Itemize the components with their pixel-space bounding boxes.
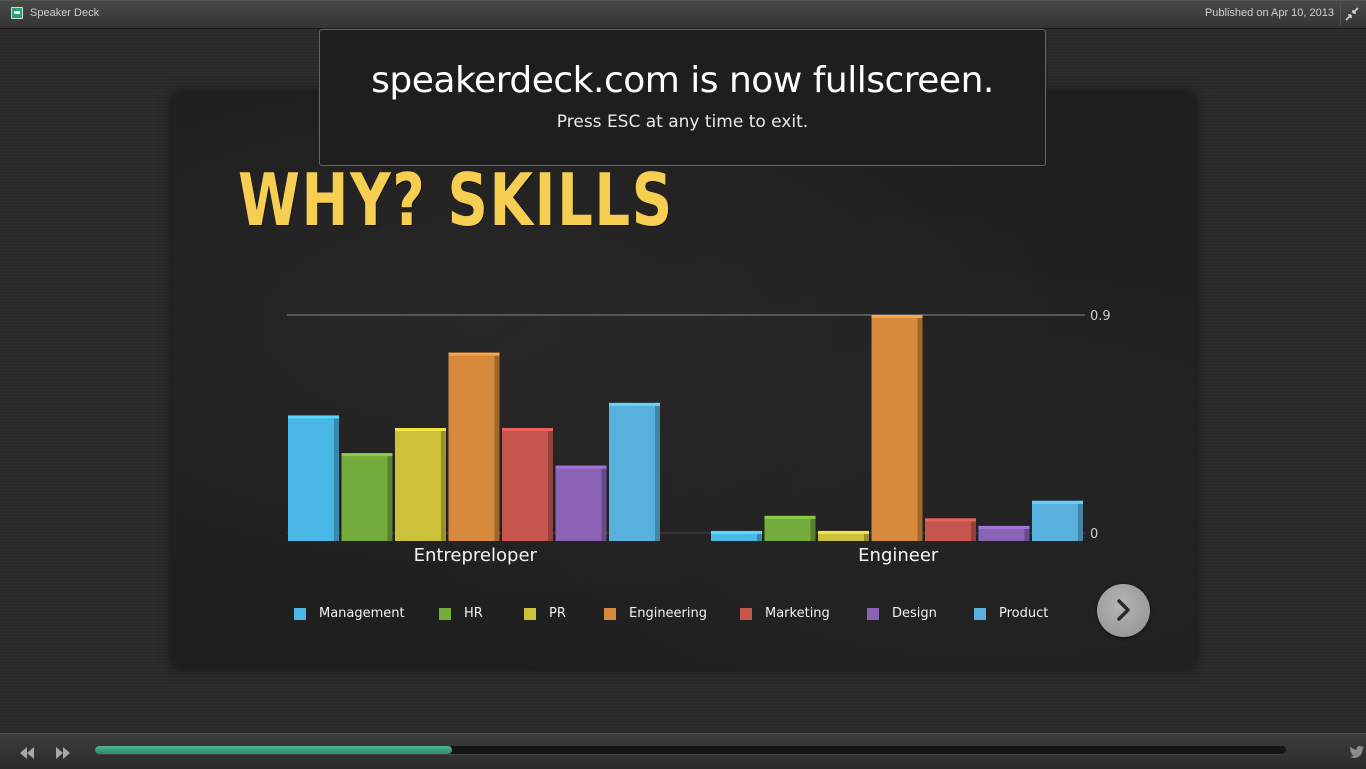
chart-legend: Management HR PR Engineering Marketing Design… xyxy=(173,604,1195,624)
legend-swatch xyxy=(867,608,879,620)
app-title: Speaker Deck xyxy=(30,7,100,19)
legend-label: Management xyxy=(319,606,405,621)
bar-engineering-entrepreloper xyxy=(448,352,500,541)
fast-forward-icon xyxy=(56,747,70,759)
collapse-fullscreen-button[interactable] xyxy=(1340,3,1362,25)
published-date: Published on Apr 10, 2013 xyxy=(1204,7,1334,19)
bar-management-engineer xyxy=(711,530,762,541)
next-slide-button[interactable] xyxy=(1097,584,1150,637)
speaker-deck-icon xyxy=(11,7,23,19)
twitter-bird-icon xyxy=(1350,746,1364,758)
y-tick-label: 0.9 xyxy=(1090,309,1111,324)
legend-swatch xyxy=(604,608,616,620)
bar-product-entrepreloper xyxy=(609,402,660,541)
legend-label: Marketing xyxy=(765,606,830,621)
bar-design-engineer xyxy=(978,525,1030,541)
legend-label: HR xyxy=(464,606,483,621)
fullscreen-notice-subtitle: Press ESC at any time to exit. xyxy=(556,112,809,132)
player-controls: share xyxy=(0,733,1366,769)
bar-engineering-engineer xyxy=(871,315,923,541)
category-label: Entrepreloper xyxy=(414,545,538,566)
title-bar: Speaker Deck Published on Apr 10, 2013 xyxy=(0,0,1366,29)
bar-design-entrepreloper xyxy=(555,465,607,541)
progress-fill xyxy=(95,746,453,754)
previous-slide-button[interactable] xyxy=(19,744,37,759)
fullscreen-notice: speakerdeck.com is now fullscreen. Press… xyxy=(319,29,1046,166)
rewind-icon xyxy=(20,747,34,759)
bar-hr-engineer xyxy=(764,515,816,541)
legend-swatch xyxy=(974,608,986,620)
bar-marketing-engineer xyxy=(925,518,976,541)
progress-bar[interactable] xyxy=(95,746,1286,754)
slide-title: WHY? SKILLS xyxy=(238,158,674,242)
legend-swatch xyxy=(439,608,451,620)
chevron-right-icon xyxy=(1117,599,1130,621)
next-slide-control[interactable] xyxy=(55,744,73,759)
fullscreen-notice-title: speakerdeck.com is now fullscreen. xyxy=(371,60,994,101)
legend-swatch xyxy=(740,608,752,620)
bar-marketing-entrepreloper xyxy=(502,428,553,541)
legend-label: Design xyxy=(892,606,937,621)
bar-product-engineer xyxy=(1032,500,1083,541)
y-tick-label: 0 xyxy=(1090,527,1098,542)
bar-management-entrepreloper xyxy=(288,415,339,541)
collapse-fullscreen-icon xyxy=(1345,7,1359,21)
legend-label: Engineering xyxy=(629,606,707,621)
bar-pr-entrepreloper xyxy=(395,428,446,541)
legend-label: PR xyxy=(549,606,566,621)
bar-hr-entrepreloper xyxy=(341,453,393,541)
bar-chart: 0.9 0 Entrepreloper Engineer xyxy=(287,309,1111,566)
legend-label: Product xyxy=(999,606,1049,621)
legend-swatch xyxy=(294,608,306,620)
legend-swatch xyxy=(524,608,536,620)
category-label: Engineer xyxy=(858,545,939,566)
slide: WHY? SKILLS 0.9 0 Entrepreloper Engineer Ma… xyxy=(173,93,1195,668)
bar-pr-engineer xyxy=(818,530,869,541)
